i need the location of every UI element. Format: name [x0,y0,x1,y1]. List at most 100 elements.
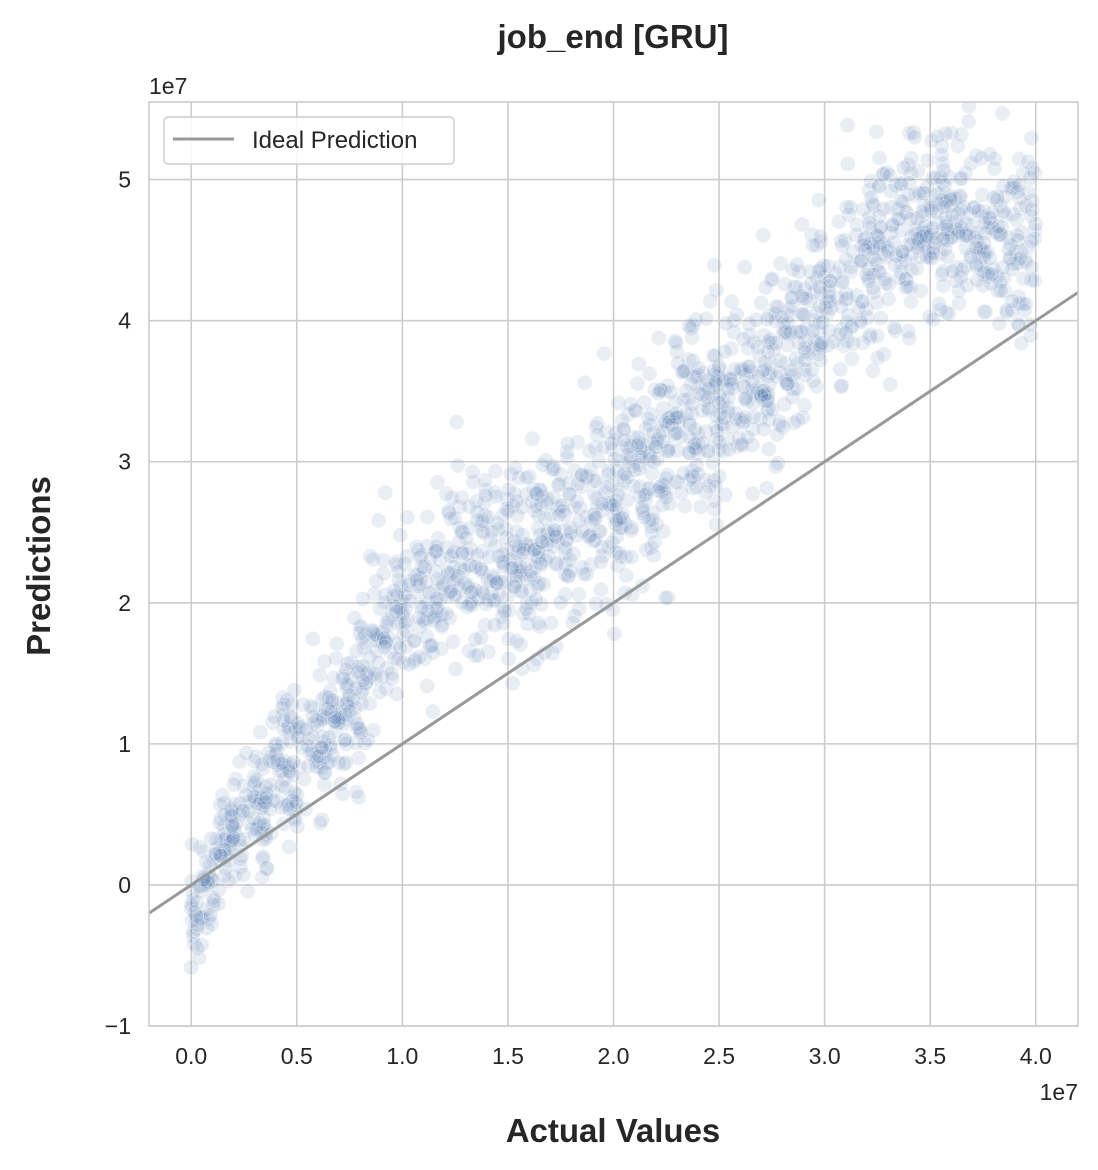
scatter-point [438,605,455,622]
scatter-point [710,360,727,377]
scatter-point [375,552,392,569]
scatter-point [254,851,271,867]
scatter-point [623,549,640,565]
scatter-point [188,912,205,929]
scatter-point [370,512,387,529]
scatter-point [775,325,792,342]
scatter-point [579,468,596,485]
scatter-point [355,658,372,675]
scatter-point [519,616,536,632]
scatter-point [215,841,232,858]
scatter-point [192,883,209,900]
scatter-point [368,670,384,687]
scatter-point [352,617,369,634]
scatter-point [797,343,814,360]
scatter-point [601,494,617,511]
scatter-point [267,737,284,754]
scatter-point [731,430,747,446]
scatter-point [489,515,506,531]
scatter-point [361,649,378,665]
scatter-point [607,424,624,441]
scatter-point [854,293,871,310]
scatter-point [462,557,479,574]
scatter-point [690,426,706,442]
scatter-point [347,680,364,697]
scatter-point [316,764,333,781]
scatter-point [914,203,931,220]
scatter-point [798,320,815,337]
scatter-point [784,261,801,278]
scatter-point [635,502,651,519]
scatter-point [709,376,726,393]
scatter-point [897,204,914,221]
scatter-point [312,815,329,831]
scatter-point [587,509,604,526]
scatter-point [902,211,919,228]
scatter-point [523,537,539,554]
scatter-point [246,792,263,809]
scatter-point [478,596,495,612]
scatter-point [612,520,629,536]
scatter-point [578,509,595,525]
scatter-point [659,467,676,483]
scatter-point [757,354,774,371]
scatter-point [255,809,272,826]
scatter-point [865,240,882,257]
scatter-point [288,797,305,813]
scatter-point [998,304,1015,321]
scatter-point [379,660,396,677]
scatter-point [188,907,205,924]
scatter-point [315,709,332,726]
scatter-point [967,230,983,246]
scatter-point [706,366,723,383]
scatter-point [1013,335,1030,352]
scatter-point [527,541,543,558]
scatter-point [248,821,265,837]
scatter-point [438,485,455,502]
scatter-point [377,586,394,603]
scatter-point [717,370,734,387]
scatter-point [435,576,452,593]
scatter-point [767,458,784,475]
scatter-point [443,549,460,565]
scatter-point [189,920,206,937]
scatter-point [723,340,740,357]
scatter-point [934,192,951,208]
scatter-point [929,128,946,145]
scatter-point [631,456,648,473]
scatter-point [211,815,228,831]
scatter-point [198,920,215,937]
scatter-point [270,756,287,773]
scatter-point [786,279,803,295]
scatter-point [390,651,407,667]
scatter-point [508,563,525,580]
scatter-point [487,537,503,554]
scatter-point [264,714,281,731]
scatter-point [526,542,543,559]
scatter-point [942,229,959,246]
scatter-point [447,587,464,603]
scatter-point [366,586,383,602]
scatter-point [669,409,686,426]
scatter-point [832,361,849,378]
scatter-point [707,348,724,364]
scatter-point [636,509,653,526]
scatter-point [977,225,994,242]
scatter-point [331,714,348,731]
x-offset-label: 1e7 [1040,1079,1078,1105]
scatter-point [365,722,382,739]
scatter-point [898,204,915,221]
scatter-point [354,591,371,607]
scatter-point [711,394,727,411]
scatter-point [238,744,255,761]
scatter-point [660,589,676,606]
scatter-point [700,443,717,460]
scatter-point [802,263,818,280]
scatter-point [883,182,899,199]
scatter-point [923,200,940,217]
scatter-point [597,484,614,501]
scatter-point [1007,244,1024,261]
scatter-point [609,528,625,545]
scatter-point [774,309,790,326]
scatter-point [466,647,483,664]
